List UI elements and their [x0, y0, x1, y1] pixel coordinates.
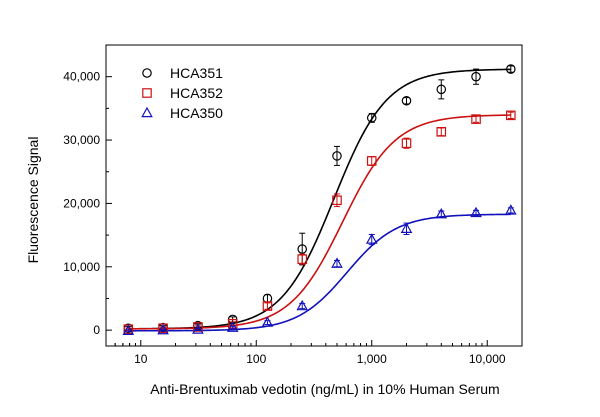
- data-point: [401, 95, 412, 106]
- data-point: [332, 151, 342, 161]
- series-hca350: [122, 204, 517, 335]
- data-point: [366, 113, 377, 123]
- y-axis-title: Fluorescence Signal: [25, 137, 41, 264]
- series-hca352: [123, 110, 516, 335]
- data-point: [436, 84, 447, 95]
- data-point: [261, 316, 274, 327]
- data-point: [401, 138, 412, 149]
- data-point: [297, 244, 308, 254]
- data-point: [157, 323, 169, 335]
- y-tick-label: 40,000: [63, 70, 100, 84]
- data-point: [471, 71, 481, 82]
- data-point: [435, 207, 448, 219]
- data-point: [471, 114, 481, 124]
- x-tick-label: 10: [134, 352, 148, 366]
- data-point: [470, 206, 482, 218]
- x-axis-title: Anti-Brentuximab vedotin (ng/mL) in 10% …: [150, 381, 499, 397]
- y-tick-label: 10,000: [63, 260, 100, 274]
- data-point: [296, 299, 309, 311]
- data-points: [122, 64, 517, 335]
- y-tick-label: 30,000: [63, 133, 100, 147]
- x-axis: 10 100 1,000 10,000: [105, 340, 523, 366]
- data-point: [262, 301, 273, 311]
- data-point: [193, 322, 203, 332]
- x-tick-label: 1,000: [357, 352, 387, 366]
- plot-border: [105, 44, 523, 347]
- data-point: [400, 222, 413, 233]
- data-point: [192, 323, 204, 334]
- y-axis: 0 10,000 20,000 30,000 40,000: [63, 44, 112, 337]
- x-tick-label: 100: [246, 352, 266, 366]
- y-tick-label: 0: [93, 323, 100, 337]
- data-point: [331, 257, 343, 268]
- data-point: [332, 195, 342, 206]
- legend-marker-hca351: [142, 68, 152, 78]
- data-point: [436, 127, 447, 137]
- data-point: [226, 321, 239, 332]
- data-point: [504, 204, 517, 215]
- fit-curve-hca352: [128, 114, 511, 330]
- data-point: [365, 233, 378, 244]
- y-tick-label: 20,000: [63, 196, 100, 210]
- fit-curve-hca350: [128, 213, 511, 332]
- legend-label-hca351: HCA351: [170, 65, 223, 81]
- data-point: [297, 254, 308, 264]
- data-point: [506, 110, 516, 121]
- plot-frame: [105, 44, 523, 347]
- legend-label-hca350: HCA350: [170, 105, 223, 121]
- legend-label-hca352: HCA352: [170, 85, 223, 101]
- x-tick-label: 10,000: [469, 352, 506, 366]
- data-point: [366, 156, 377, 166]
- legend-marker-hca352: [142, 88, 152, 98]
- legend-marker-hca350: [141, 106, 153, 118]
- fit-curves: [128, 68, 511, 332]
- data-point: [122, 324, 135, 335]
- data-point: [506, 64, 516, 74]
- legend: HCA351 HCA352 HCA350: [141, 65, 223, 121]
